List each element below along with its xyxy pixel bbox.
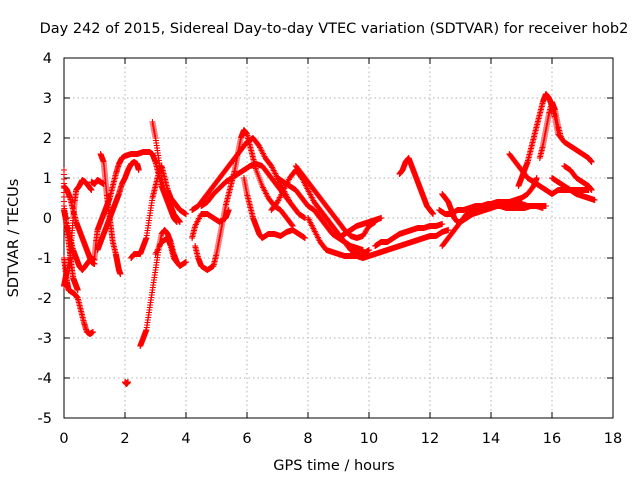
series-arc-18 <box>189 207 232 241</box>
x-tick-label: 6 <box>242 431 251 447</box>
y-tick-label: -2 <box>38 291 52 307</box>
data-point <box>176 219 183 225</box>
data-point <box>89 329 96 335</box>
x-tick-label: 4 <box>181 431 190 447</box>
series-arc-34 <box>549 175 598 203</box>
x-axis-ticks: 0 2 4 6 8 10 12 14 16 18 <box>59 58 622 447</box>
data-point <box>117 271 124 277</box>
data-point <box>135 167 142 173</box>
x-tick-label: 8 <box>303 431 312 447</box>
data-point <box>225 207 232 213</box>
data-point <box>588 187 595 193</box>
data-point <box>591 197 598 203</box>
chart-title: Day 242 of 2015, Sidereal Day-to-day VTE… <box>40 21 629 37</box>
data-point <box>183 259 189 265</box>
data-point <box>301 235 308 241</box>
x-tick-label: 14 <box>482 431 500 447</box>
series-arc-30 <box>506 151 592 197</box>
series-arc-21 <box>274 175 366 253</box>
series-arc-26 <box>396 155 437 217</box>
data-point <box>91 261 98 267</box>
data-point <box>542 203 549 209</box>
y-tick-label: 2 <box>43 131 52 147</box>
series-arc-25 <box>372 221 446 249</box>
data-point <box>100 181 107 187</box>
series-arc-14 <box>122 379 132 387</box>
y-tick-label: -1 <box>38 251 52 267</box>
data-point <box>533 175 540 181</box>
series-arc-2 <box>61 255 96 337</box>
plot-frame <box>63 57 614 419</box>
series-arc-5 <box>61 207 81 293</box>
y-tick-label: 3 <box>43 91 52 107</box>
data-point <box>288 222 295 228</box>
series-arc-19 <box>240 175 308 241</box>
series-arc-24 <box>335 215 385 241</box>
series-arc-8 <box>94 159 142 253</box>
series-arc-13 <box>152 235 189 269</box>
x-tick-label: 10 <box>360 431 378 447</box>
series-arc-23 <box>305 215 452 261</box>
y-axis-ticks: -5 -4 -3 -2 -1 0 1 2 3 4 <box>38 51 613 427</box>
series-arc-33 <box>561 163 595 193</box>
data-point <box>74 287 81 293</box>
grid-lines <box>64 58 613 418</box>
series-arc-4 <box>61 183 98 267</box>
series-arc-22 <box>292 163 379 241</box>
y-tick-label: -3 <box>38 331 52 347</box>
series-arc-9 <box>88 177 107 187</box>
y-tick-label: 0 <box>43 211 52 227</box>
y-tick-label: 4 <box>43 51 52 67</box>
data-point <box>558 135 565 141</box>
data-point <box>539 205 546 211</box>
data-point <box>88 187 95 193</box>
data-point <box>378 215 385 221</box>
series-arc-29 <box>436 201 546 217</box>
data-point <box>366 247 372 253</box>
x-tick-label: 0 <box>59 431 68 447</box>
x-tick-label: 2 <box>120 431 129 447</box>
data-point <box>445 227 452 233</box>
data-point <box>439 221 446 227</box>
series-arc-12 <box>149 119 183 225</box>
y-tick-label: -4 <box>38 371 52 387</box>
y-tick-label: -5 <box>38 411 52 427</box>
series-arc-31 <box>515 91 595 189</box>
data-point <box>359 247 366 253</box>
data-marks <box>61 91 598 387</box>
data-point <box>183 211 189 217</box>
x-tick-label: 16 <box>543 431 561 447</box>
y-tick-label: 1 <box>43 171 52 187</box>
y-axis-label: SDTVAR / TECUs <box>6 179 22 298</box>
series-arc-32 <box>536 99 565 161</box>
data-point <box>430 211 437 217</box>
data-point <box>125 379 132 385</box>
x-tick-label: 18 <box>604 431 622 447</box>
x-tick-label: 12 <box>421 431 439 447</box>
data-point <box>588 159 595 165</box>
x-axis-label: GPS time / hours <box>273 458 394 474</box>
